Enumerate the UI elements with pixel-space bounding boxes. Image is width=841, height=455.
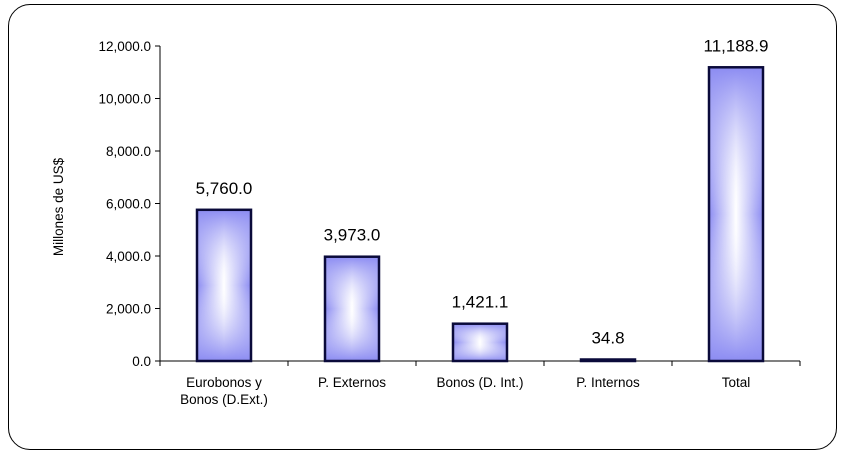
x-tick-label: P. Internos [576, 375, 640, 390]
bar [195, 208, 253, 363]
y-tick-label: 10,000.0 [98, 92, 151, 107]
x-tick-label: Total [722, 375, 751, 390]
y-tick-label: 6,000.0 [106, 197, 151, 212]
x-tick-label: Eurobonos y [186, 375, 262, 390]
x-tick-label: P. Externos [318, 375, 386, 390]
y-tick-label: 0.0 [132, 354, 151, 369]
x-tick-label: Bonos (D.Ext.) [180, 392, 268, 407]
y-tick-label: 4,000.0 [106, 249, 151, 264]
x-tick-label: Bonos (D. Int.) [436, 375, 523, 390]
chart-frame [8, 4, 837, 450]
bar [579, 358, 637, 363]
data-label: 3,973.0 [324, 226, 381, 245]
labels: 5,760.0 Eurobonos y Bonos (D.Ext.) 3,973.0 P… [180, 36, 768, 407]
bar-outline [323, 255, 381, 363]
y-tick-label: 8,000.0 [106, 144, 151, 159]
bar-outline [707, 66, 765, 363]
data-label: 34.8 [591, 329, 624, 348]
bar-outline [451, 322, 509, 363]
bar-shade [325, 256, 379, 361]
y-axis-title: Millones de US$ [51, 157, 66, 256]
bar [451, 322, 509, 363]
bars [195, 66, 765, 363]
y-tick-label: 2,000.0 [106, 302, 151, 317]
data-label: 1,421.1 [452, 293, 509, 312]
bar-outline [195, 208, 253, 363]
bar-outline [579, 358, 637, 363]
bar-shade [197, 209, 251, 361]
bar [323, 255, 381, 363]
bar-shade [709, 67, 763, 361]
bar-shade [453, 323, 507, 361]
bar [707, 66, 765, 363]
y-tick-label: 12,000.0 [98, 39, 151, 54]
data-label: 5,760.0 [196, 179, 253, 198]
axes: 0.0 2,000.0 4,000.0 6,000.0 8,000.0 10,000.0 1… [98, 39, 801, 369]
data-label: 11,188.9 [704, 36, 769, 55]
